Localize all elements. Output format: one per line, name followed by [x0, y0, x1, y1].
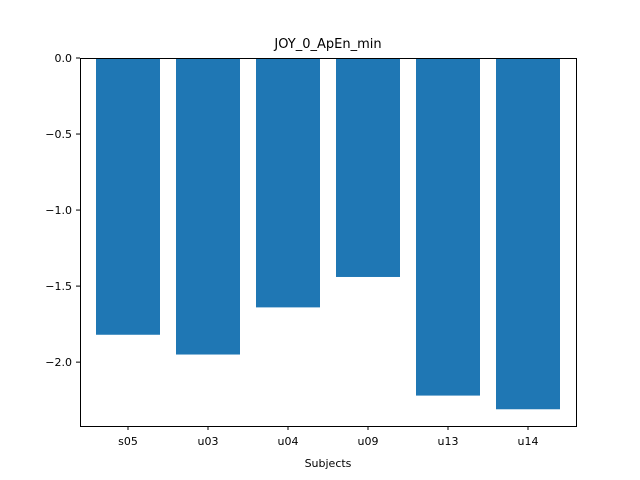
- y-tick-label-3: −1.5: [45, 280, 72, 293]
- y-axis: 0.0 −0.5 −1.0 −1.5 −2.0: [45, 52, 80, 369]
- x-tick-label-u03: u03: [198, 435, 219, 448]
- y-tick-label-4: −2.0: [45, 356, 72, 369]
- bars-group: [96, 58, 560, 410]
- x-tick-label-u14: u14: [518, 435, 539, 448]
- x-tick-label-u04: u04: [278, 435, 299, 448]
- bar-u13: [416, 58, 480, 396]
- x-tick-label-u13: u13: [438, 435, 459, 448]
- bar-u04: [256, 58, 320, 308]
- bar-u03: [176, 58, 240, 355]
- x-tick-label-s05: s05: [118, 435, 138, 448]
- x-axis-label: Subjects: [305, 457, 352, 470]
- bar-s05: [96, 58, 160, 335]
- y-tick-label-2: −1.0: [45, 204, 72, 217]
- y-tick-label-1: −0.5: [45, 128, 72, 141]
- chart-title: JOY_0_ApEn_min: [273, 37, 381, 52]
- x-tick-label-u09: u09: [358, 435, 379, 448]
- plot-frame: [80, 58, 577, 427]
- bar-u09: [336, 58, 400, 277]
- x-axis: s05 u03 u04 u09 u13 u14: [118, 426, 538, 448]
- bar-u14: [496, 58, 560, 410]
- y-tick-label-0: 0.0: [55, 52, 73, 65]
